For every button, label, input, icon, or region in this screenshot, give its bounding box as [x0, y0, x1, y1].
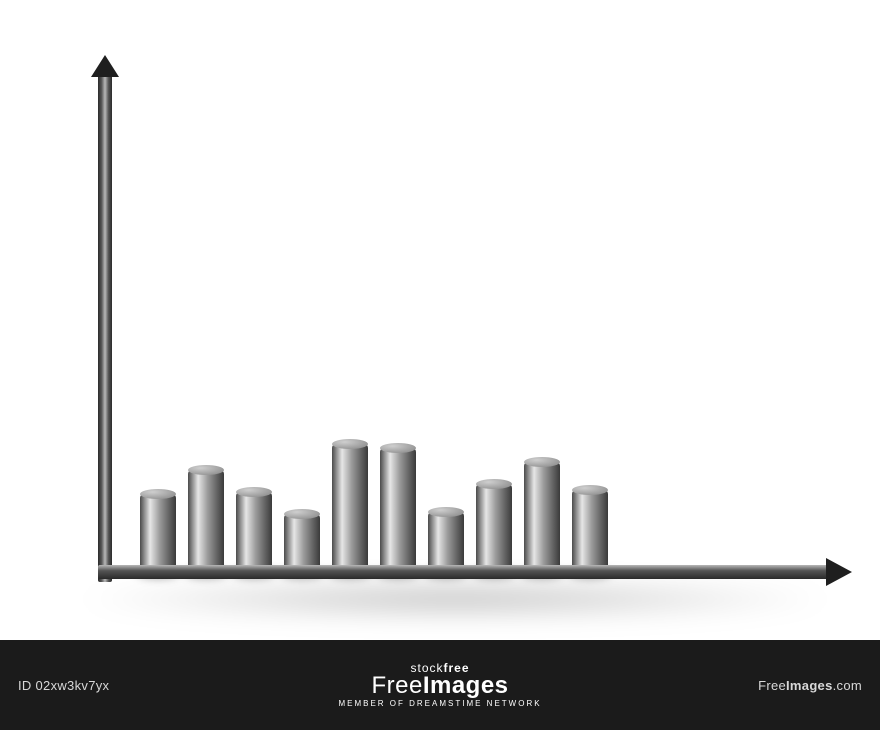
- bar: [572, 490, 608, 572]
- domain-part-c: .com: [833, 678, 862, 693]
- x-axis: [98, 565, 828, 579]
- watermark-footer: ID 02xw3kv7yx stockfree FreeImages MEMBE…: [0, 640, 880, 730]
- bar: [188, 470, 224, 572]
- domain-part-b: Images: [786, 678, 833, 693]
- bar: [140, 494, 176, 572]
- watermark-domain: FreeImages.com: [758, 678, 862, 693]
- bar-cap: [380, 443, 416, 453]
- bar: [428, 512, 464, 572]
- image-id-label: ID 02xw3kv7yx: [18, 678, 109, 693]
- bar-cap: [284, 509, 320, 519]
- bar: [524, 462, 560, 572]
- bar-body: [428, 512, 464, 572]
- bar: [380, 448, 416, 572]
- y-axis-arrow-icon: [91, 55, 119, 77]
- bar-cap: [524, 457, 560, 467]
- bar-cap: [332, 439, 368, 449]
- x-axis-arrow-icon: [826, 558, 852, 586]
- y-axis: [98, 75, 112, 582]
- bar-cap: [476, 479, 512, 489]
- stage: ID 02xw3kv7yx stockfree FreeImages MEMBE…: [0, 0, 880, 730]
- bar-body: [476, 484, 512, 572]
- bar-body: [380, 448, 416, 572]
- bar-cap: [236, 487, 272, 497]
- logo-line3: MEMBER OF DREAMSTIME NETWORK: [338, 700, 541, 708]
- watermark-logo: stockfree FreeImages MEMBER OF DREAMSTIM…: [338, 662, 541, 708]
- bar-body: [572, 490, 608, 572]
- bar: [476, 484, 512, 572]
- bar-body: [332, 444, 368, 572]
- logo-line2-b: Images: [423, 672, 509, 699]
- bar-body: [140, 494, 176, 572]
- bar-cap: [188, 465, 224, 475]
- bar: [332, 444, 368, 572]
- bar: [236, 492, 272, 572]
- bar: [284, 514, 320, 572]
- bar-body: [524, 462, 560, 572]
- bar-chart: [0, 0, 880, 640]
- logo-line2-a: Free: [371, 672, 422, 699]
- floor-shadow: [70, 578, 840, 620]
- bar-body: [284, 514, 320, 572]
- bar-body: [236, 492, 272, 572]
- bar-cap: [572, 485, 608, 495]
- bar-cap: [140, 489, 176, 499]
- domain-part-a: Free: [758, 678, 786, 693]
- bar-cap: [428, 507, 464, 517]
- bar-body: [188, 470, 224, 572]
